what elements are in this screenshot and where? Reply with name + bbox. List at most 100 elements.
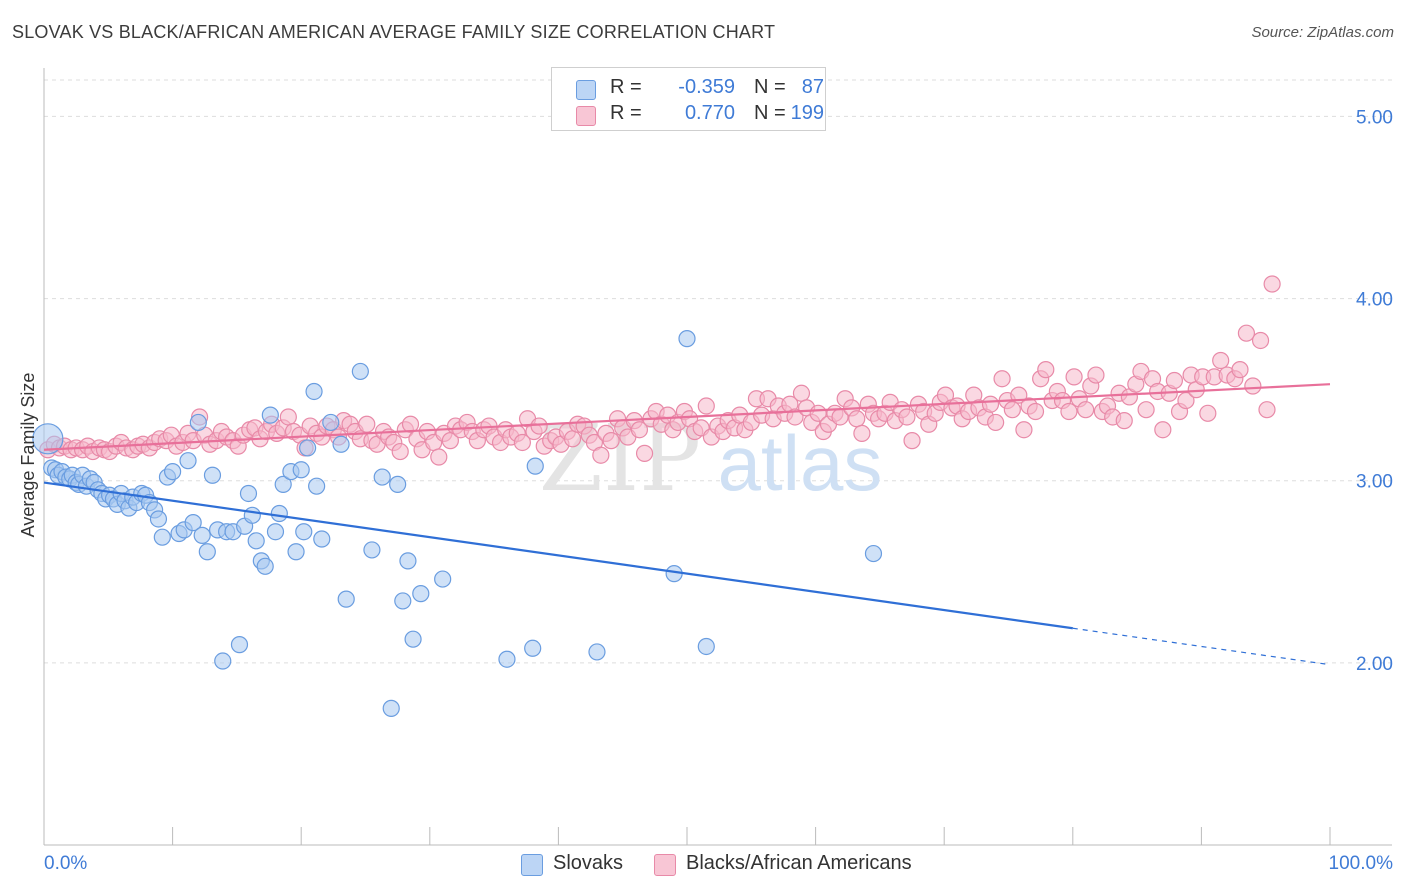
chart-title: SLOVAK VS BLACK/AFRICAN AMERICAN AVERAGE… (12, 22, 776, 42)
data-point-slovak (382, 699, 400, 717)
data-point-slovak (351, 362, 369, 381)
legend-swatch-black (576, 106, 596, 126)
data-point-black (1087, 366, 1105, 384)
data-point-slovak (678, 330, 696, 348)
data-point-black (786, 408, 804, 426)
data-point-black (1115, 412, 1133, 430)
x-tick-label: 100.0% (1329, 853, 1394, 874)
legend-swatch-slovaks (576, 80, 596, 100)
data-point-slovak (498, 650, 516, 668)
data-point-slovak (256, 557, 274, 575)
data-point-black (1251, 331, 1270, 350)
data-point-slovak (153, 528, 171, 546)
data-point-black (563, 430, 582, 448)
data-point-slovak (184, 514, 202, 532)
y-tick-label: 3.00 (1356, 472, 1393, 493)
x-tick-label: 0.0% (44, 853, 87, 874)
legend-r-label: R = (610, 76, 642, 98)
data-point-black (279, 408, 297, 426)
data-point-slovak (394, 592, 412, 610)
legend-row-black: R = 0.770 N = 199 (576, 102, 824, 128)
legend-n-label: N = (754, 102, 786, 124)
data-point-black (1077, 401, 1095, 419)
data-point-slovak (363, 541, 381, 559)
data-point-black (391, 442, 409, 461)
trend-lines (43, 383, 1331, 666)
data-point-slovak (261, 406, 279, 424)
data-point-slovak (266, 523, 285, 541)
data-point-slovak (697, 637, 715, 656)
data-point-black (1037, 361, 1055, 379)
data-point-slovak (526, 457, 544, 475)
data-point-black (592, 446, 610, 464)
data-point-black (1258, 401, 1276, 419)
data-point-slovak (524, 639, 542, 657)
data-point-black (792, 384, 811, 402)
data-point-slovak (32, 423, 64, 455)
data-point-black (1065, 368, 1083, 386)
data-point-black (1263, 275, 1281, 293)
legend-row-slovaks: R = -0.359 N = 87 (576, 76, 824, 102)
legend-r-label: R = (610, 102, 642, 124)
y-tick-label: 2.00 (1356, 654, 1393, 675)
data-point-slovak (198, 543, 216, 561)
data-point-slovak (305, 382, 323, 401)
data-point-slovak (274, 475, 292, 493)
data-point-slovak (292, 461, 310, 479)
data-point-slovak (270, 504, 288, 523)
data-point-slovak (322, 413, 340, 432)
data-point-black (530, 417, 548, 435)
data-point-black (401, 415, 420, 433)
legend-r-value: 0.770 (684, 102, 735, 124)
data-point-slovak (239, 484, 258, 503)
legend-n-value: 87 (801, 76, 824, 98)
data-point-black (430, 448, 448, 466)
tick-labels: 2.00 3.00 4.00 5.00 0.0% 100.0% (44, 107, 1393, 874)
correlation-legend: R = -0.359 N = 87 R = 0.770 N = 199 (551, 67, 826, 131)
series-slovak-points (32, 330, 883, 717)
data-point-black (1165, 371, 1183, 390)
data-point-slovak (864, 544, 883, 563)
data-point-slovak (373, 468, 391, 486)
source-label: Source: ZipAtlas.com (1251, 24, 1394, 41)
data-point-slovak (313, 530, 331, 548)
trend-line-slovaks-extension (1072, 627, 1331, 666)
y-tick-label: 4.00 (1356, 290, 1393, 311)
data-point-slovak (308, 477, 326, 495)
data-point-slovak (287, 543, 305, 561)
data-point-slovak (332, 435, 350, 453)
data-point-slovak (149, 510, 168, 528)
data-point-black (848, 410, 866, 428)
data-point-black (635, 444, 654, 462)
data-point-black (987, 413, 1005, 432)
data-point-black (630, 421, 649, 439)
data-point-black (513, 433, 531, 452)
data-point-slovak (299, 439, 317, 457)
data-point-black (1231, 361, 1249, 379)
y-tick-label: 5.00 (1356, 107, 1393, 128)
data-point-slovak (434, 570, 452, 588)
data-point-black (1212, 351, 1230, 370)
data-point-slovak (412, 585, 430, 603)
data-point-black (898, 408, 916, 426)
data-point-black (1060, 402, 1078, 421)
data-point-black (358, 415, 376, 433)
data-point-black (1154, 421, 1172, 439)
data-point-black (1003, 401, 1021, 419)
bottom-legend-swatch-black (654, 854, 676, 876)
data-point-slovak (399, 552, 417, 570)
data-point-slovak (404, 630, 422, 648)
data-point-slovak (389, 475, 407, 493)
legend-r-value: -0.359 (678, 76, 735, 98)
y-axis-label: Average Family Size (18, 373, 38, 538)
data-point-slovak (337, 590, 355, 608)
data-point-slovak (179, 452, 197, 470)
data-point-black (1026, 402, 1045, 421)
data-point-black (903, 432, 921, 450)
data-point-slovak (193, 526, 211, 544)
data-point-slovak (295, 523, 313, 541)
bottom-legend-label-black: Blacks/African Americans (686, 852, 912, 874)
legend-n-label: N = (754, 76, 786, 98)
data-point-black (1237, 324, 1256, 342)
